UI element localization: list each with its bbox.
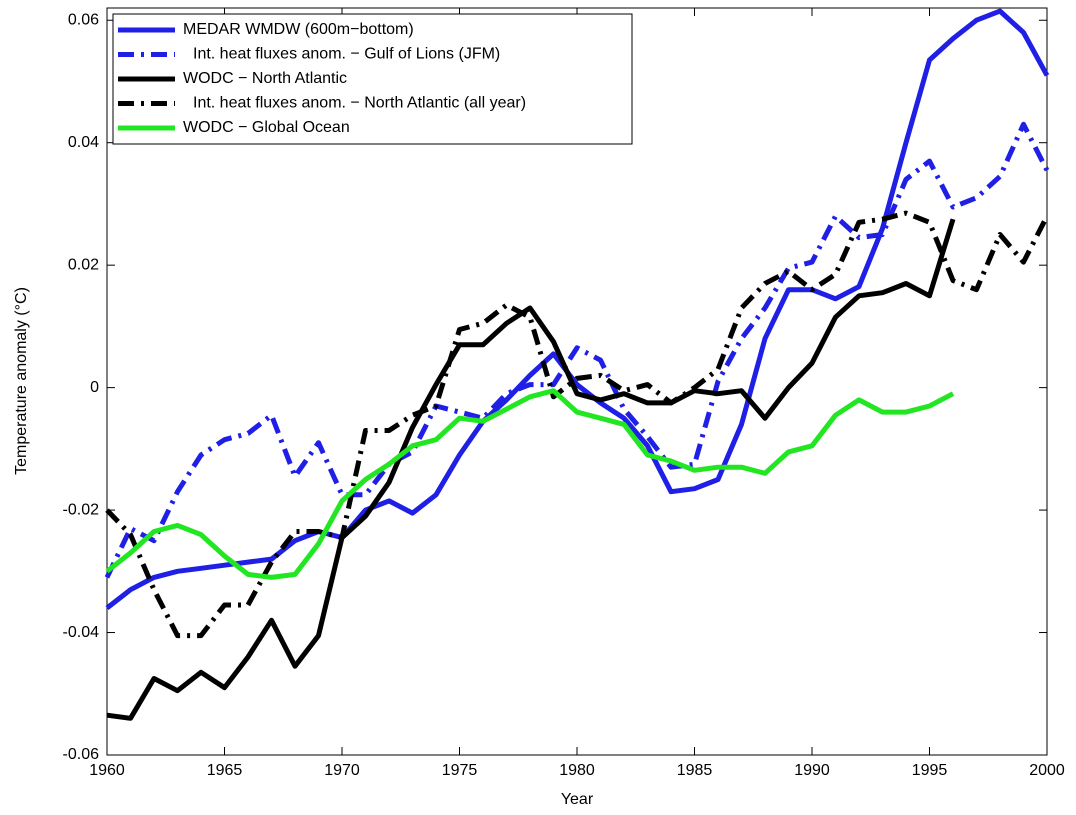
x-tick-label: 1985	[677, 762, 713, 779]
x-tick-label: 1980	[559, 762, 595, 779]
x-tick-label: 1960	[89, 762, 125, 779]
y-tick-label: -0.02	[63, 501, 100, 518]
legend-label: WODC − North Atlantic	[183, 70, 347, 87]
series-line	[105, 8, 1050, 610]
y-tick-label: 0.02	[68, 256, 99, 273]
series-line	[105, 388, 955, 580]
y-tick-label: -0.06	[63, 746, 100, 763]
legend-box	[112, 13, 633, 145]
x-tick-label: 1995	[912, 762, 948, 779]
y-tick-label: -0.04	[63, 624, 100, 641]
y-tick-label: 0.06	[68, 11, 99, 28]
legend-label: Int. heat fluxes anom. − North Atlantic …	[193, 95, 526, 112]
x-tick-label: 2000	[1029, 762, 1065, 779]
legend-label: MEDAR WMDW (600m−bottom)	[183, 21, 414, 38]
x-tick-label: 1965	[207, 762, 243, 779]
y-axis-label: Temperature anomaly (°C)	[13, 287, 30, 475]
x-tick-label: 1970	[324, 762, 360, 779]
x-tick-label: 1990	[794, 762, 830, 779]
y-tick-label: 0	[90, 379, 99, 396]
series-line	[104, 121, 1050, 579]
series-line	[106, 218, 956, 721]
legend-label: Int. heat fluxes anom. − Gulf of Lions (…	[193, 46, 500, 63]
x-axis-label: Year	[561, 791, 594, 808]
legend-label: WODC − Global Ocean	[183, 119, 350, 136]
x-tick-label: 1975	[442, 762, 478, 779]
series-line	[105, 210, 1050, 639]
y-tick-label: 0.04	[68, 134, 99, 151]
